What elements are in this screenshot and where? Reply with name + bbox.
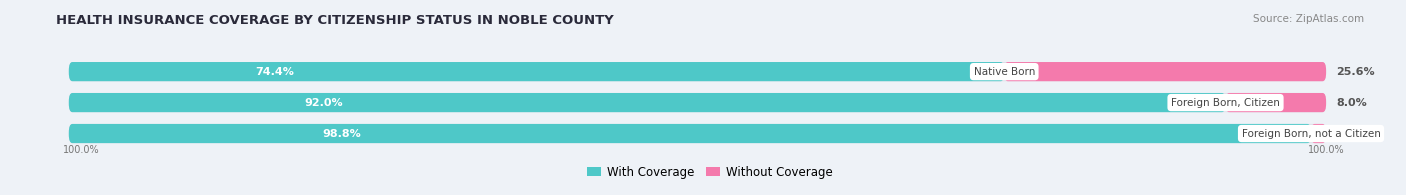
FancyBboxPatch shape	[69, 93, 1326, 112]
Text: 1.2%: 1.2%	[1336, 129, 1367, 138]
Text: 74.4%: 74.4%	[254, 67, 294, 77]
FancyBboxPatch shape	[69, 124, 1326, 143]
Text: Source: ZipAtlas.com: Source: ZipAtlas.com	[1253, 14, 1364, 24]
FancyBboxPatch shape	[69, 62, 1004, 81]
FancyBboxPatch shape	[69, 93, 1226, 112]
Text: 100.0%: 100.0%	[62, 145, 100, 155]
FancyBboxPatch shape	[1226, 93, 1326, 112]
Text: Foreign Born, Citizen: Foreign Born, Citizen	[1171, 98, 1279, 108]
FancyBboxPatch shape	[1310, 124, 1326, 143]
Legend: With Coverage, Without Coverage: With Coverage, Without Coverage	[582, 161, 838, 183]
Text: 8.0%: 8.0%	[1336, 98, 1367, 108]
Text: 98.8%: 98.8%	[323, 129, 361, 138]
FancyBboxPatch shape	[1004, 62, 1326, 81]
Text: 92.0%: 92.0%	[304, 98, 343, 108]
Text: HEALTH INSURANCE COVERAGE BY CITIZENSHIP STATUS IN NOBLE COUNTY: HEALTH INSURANCE COVERAGE BY CITIZENSHIP…	[56, 14, 614, 27]
FancyBboxPatch shape	[69, 124, 1310, 143]
FancyBboxPatch shape	[69, 62, 1326, 81]
Text: Native Born: Native Born	[973, 67, 1035, 77]
Text: 100.0%: 100.0%	[1309, 145, 1346, 155]
Text: 25.6%: 25.6%	[1336, 67, 1375, 77]
Text: Foreign Born, not a Citizen: Foreign Born, not a Citizen	[1241, 129, 1381, 138]
